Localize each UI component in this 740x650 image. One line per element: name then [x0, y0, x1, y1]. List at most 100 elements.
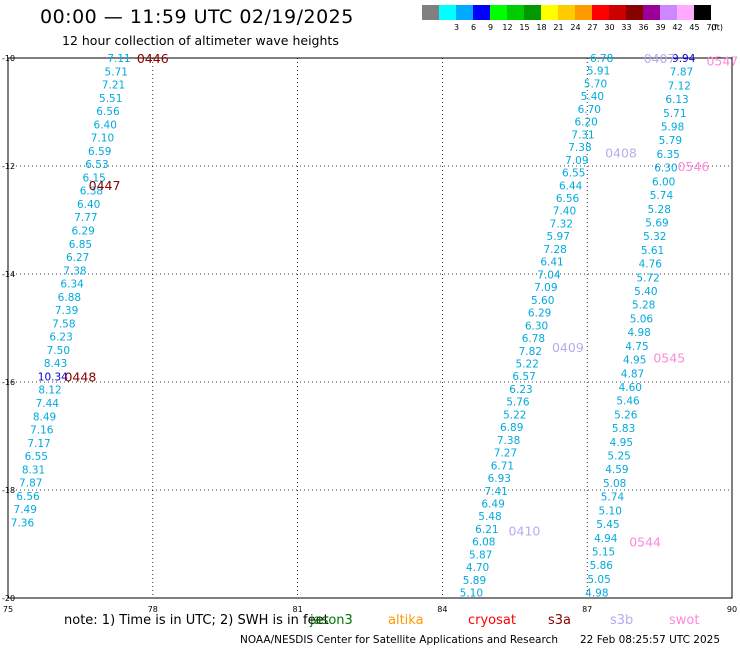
wave-height-value: 4.95	[623, 355, 646, 367]
wave-height-value: 6.71	[491, 460, 514, 472]
wave-height-value: 6.40	[77, 199, 100, 211]
wave-height-value: 8.49	[33, 411, 56, 423]
wave-height-value: 7.40	[553, 206, 576, 218]
chart-subtitle: 12 hour collection of altimeter wave hei…	[62, 33, 339, 48]
pass-label: 0544	[629, 534, 661, 549]
wave-height-value: 7.82	[519, 346, 542, 358]
wave-height-value: 5.89	[463, 575, 486, 587]
wave-height-value: 5.79	[659, 135, 682, 147]
legend-swatch	[694, 5, 711, 20]
legend-label: 9	[487, 23, 494, 32]
wave-height-value: 6.41	[540, 257, 563, 269]
legend-swatch	[609, 5, 626, 20]
legend-swatch	[456, 5, 473, 20]
legend-swatch	[660, 5, 677, 20]
wave-height-value: 6.55	[25, 451, 48, 463]
x-tick-label: 84	[437, 605, 447, 614]
wave-height-value: 5.72	[636, 272, 659, 284]
wave-height-value: 7.21	[102, 80, 125, 92]
wave-height-value: 5.45	[596, 519, 619, 531]
wave-height-value: 5.08	[603, 478, 626, 490]
wave-height-value: 4.60	[619, 382, 642, 394]
wave-height-value: 6.55	[562, 168, 585, 180]
wave-height-value: 6.00	[652, 176, 675, 188]
plot-frame	[7, 57, 733, 599]
legend-swatch	[507, 5, 524, 20]
legend-label: 3	[453, 23, 460, 32]
wave-height-value: 7.50	[47, 345, 70, 357]
y-tick-label: -20	[2, 594, 15, 603]
pass-label: 0410	[509, 524, 541, 539]
pass-label: 0447	[89, 178, 121, 193]
wave-height-value: 5.10	[460, 588, 483, 600]
wave-height-value: 6.57	[512, 371, 535, 383]
wave-height-value: 6.78	[590, 53, 613, 65]
wave-height-value: 5.91	[587, 66, 610, 78]
wave-height-value: 6.88	[58, 292, 81, 304]
legend-swatch	[541, 5, 558, 20]
wave-height-value: 7.04	[537, 269, 561, 281]
legend-swatch	[558, 5, 575, 20]
x-tick-label: 87	[582, 605, 592, 614]
legend-swatch	[473, 5, 490, 20]
wave-height-value: 5.28	[632, 300, 655, 312]
wave-height-value: 6.35	[656, 149, 679, 161]
wave-height-value: 7.41	[484, 486, 507, 498]
wave-height-value: 7.58	[52, 318, 75, 330]
wave-height-value: 5.71	[105, 66, 128, 78]
wave-height-value: 8.31	[22, 464, 45, 476]
wave-height-value: 5.70	[584, 78, 607, 90]
wave-height-value: 7.09	[565, 155, 588, 167]
pass-label: 0448	[64, 370, 96, 385]
satellite-s3b: s3b	[610, 613, 634, 628]
color-legend: 3 6 9 12 15 18 21 24 27 30 33 36 39 42 45 70 (ft)	[422, 5, 728, 35]
wave-height-value: 5.74	[650, 190, 674, 202]
pass-label: 0407	[644, 51, 676, 66]
legend-label: 42	[672, 23, 683, 32]
wave-height-value: 5.60	[531, 295, 554, 307]
wave-height-value: 6.23	[49, 332, 72, 344]
legend-label: 18	[536, 23, 547, 32]
wave-height-value: 5.61	[641, 245, 664, 257]
satellite-s3a: s3a	[548, 613, 572, 628]
wave-height-value: 4.59	[605, 464, 628, 476]
wave-height-value: 6.78	[522, 333, 545, 345]
wave-height-value: 7.10	[91, 133, 114, 145]
pass-label: 0545	[653, 351, 685, 366]
legend-swatch	[422, 5, 439, 20]
wave-height-value: 8.43	[44, 358, 67, 370]
wave-height-value: 4.70	[466, 562, 489, 574]
wave-height-value: 6.30	[525, 320, 548, 332]
pass-label: 0446	[137, 51, 169, 66]
wave-height-value: 6.13	[665, 94, 688, 106]
legend-swatch	[626, 5, 643, 20]
wave-height-value: 7.28	[543, 244, 566, 256]
wave-height-value: 7.38	[497, 435, 520, 447]
wave-height-value: 6.56	[96, 106, 120, 118]
legend-label: 27	[587, 23, 598, 32]
wave-height-value: 5.32	[643, 231, 666, 243]
wave-height-value: 8.12	[38, 385, 61, 397]
legend-label: 30	[604, 23, 615, 32]
wave-height-value: 6.93	[488, 473, 511, 485]
wave-height-value: 7.16	[30, 425, 54, 437]
wave-height-value: 7.87	[19, 478, 42, 490]
wave-height-value: 7.39	[55, 305, 78, 317]
wave-height-value: 6.40	[94, 119, 117, 131]
wave-height-value: 5.06	[630, 313, 654, 325]
wave-height-value: 7.31	[571, 129, 594, 141]
legend-label: 45	[689, 23, 700, 32]
wave-height-value: 4.76	[639, 259, 663, 271]
y-tick-label: -18	[2, 486, 15, 495]
wave-height-value: 6.49	[481, 499, 504, 511]
legend-swatch	[575, 5, 592, 20]
satellite-cryosat: cryosat	[468, 613, 516, 628]
wave-height-value: 5.74	[601, 492, 625, 504]
wave-height-value: 4.98	[627, 327, 650, 339]
wave-height-value: 5.76	[506, 397, 530, 409]
timestamp: 22 Feb 08:25:57 UTC 2025	[580, 634, 720, 646]
wave-height-value: 5.69	[645, 217, 668, 229]
wave-height-value: 6.15	[82, 172, 105, 184]
satellite-altika: altika	[388, 613, 424, 628]
wave-height-value: 5.10	[599, 505, 622, 517]
